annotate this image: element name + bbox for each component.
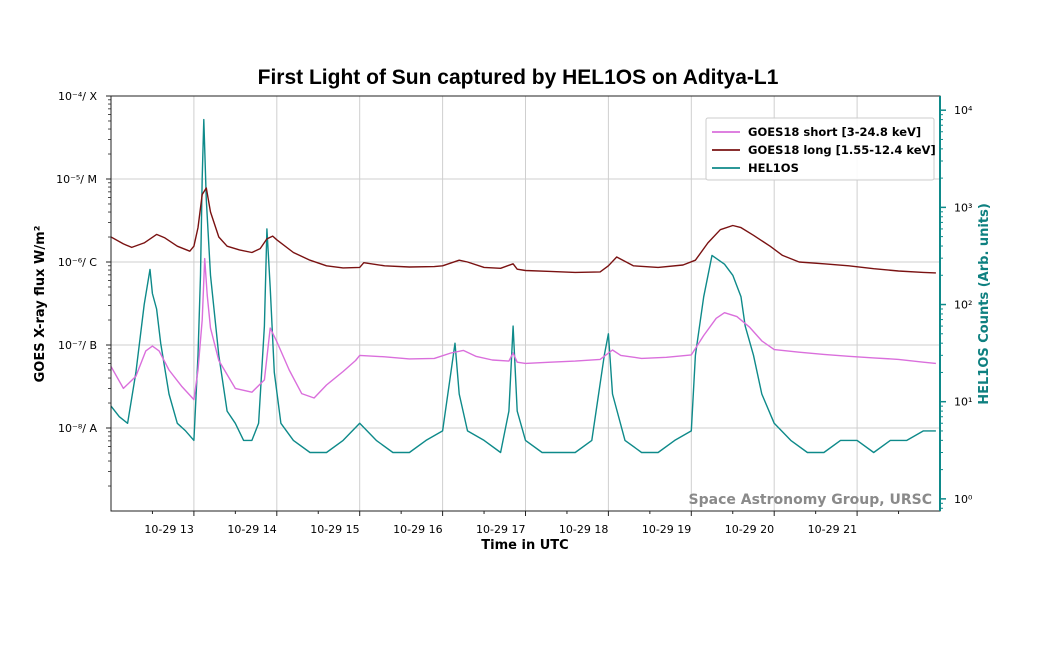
y-right-tick-label-4: 10⁴ — [954, 104, 973, 117]
x-tick-label-1: 10-29 14 — [227, 523, 276, 536]
y-left-tick-label-4: 10⁻⁸/ A — [58, 422, 97, 435]
y-right-tick-label-0: 10⁰ — [954, 493, 973, 506]
legend-label-1: GOES18 long [1.55-12.4 keV] — [748, 143, 936, 157]
legend-box — [705, 117, 935, 181]
x-tick-label-7: 10-29 20 — [725, 523, 774, 536]
x-tick-label-6: 10-29 19 — [642, 523, 691, 536]
x-tick-label-4: 10-29 17 — [476, 523, 525, 536]
series-line-0 — [111, 257, 936, 401]
x-axis-label: Time in UTC — [481, 538, 568, 553]
ticks: 10-29 13 10-29 14 10-29 15 10-29 16 10-29 17… — [56, 90, 973, 536]
y-right-tick-label-3: 10³ — [954, 201, 972, 214]
series-line-2 — [111, 118, 936, 454]
y-right-tick-label-2: 10² — [954, 299, 972, 312]
x-tick-label-3: 10-29 16 — [393, 523, 442, 536]
y-axis-label-left: GOES X-ray flux W/m² — [33, 226, 48, 383]
x-tick-label-2: 10-29 15 — [310, 523, 359, 536]
legend-label-2: HEL1OS — [748, 161, 799, 175]
y-left-tick-label-1: 10⁻⁵/ M — [56, 173, 97, 186]
chart-title: First Light of Sun captured by HEL1OS on… — [258, 66, 779, 89]
y-right-tick-label-1: 10¹ — [954, 396, 972, 409]
y-left-tick-label-3: 10⁻⁷/ B — [58, 339, 97, 352]
x-tick-label-5: 10-29 18 — [559, 523, 608, 536]
credit-annotation: Space Astronomy Group, URSC — [689, 492, 932, 508]
y-left-tick-label-0: 10⁻⁴/ X — [58, 90, 97, 103]
x-tick-label-0: 10-29 13 — [144, 523, 193, 536]
x-tick-label-8: 10-29 21 — [808, 523, 857, 536]
y-left-tick-label-2: 10⁻⁶/ C — [58, 256, 97, 269]
series-layer — [111, 118, 936, 454]
series-line-1 — [111, 187, 936, 274]
legend: GOES18 short [3-24.8 keV] GOES18 long [1.… — [705, 117, 936, 181]
y-axis-label-right: HEL1OS Counts (Arb. units) — [977, 203, 992, 405]
legend-label-0: GOES18 short [3-24.8 keV] — [748, 125, 921, 139]
